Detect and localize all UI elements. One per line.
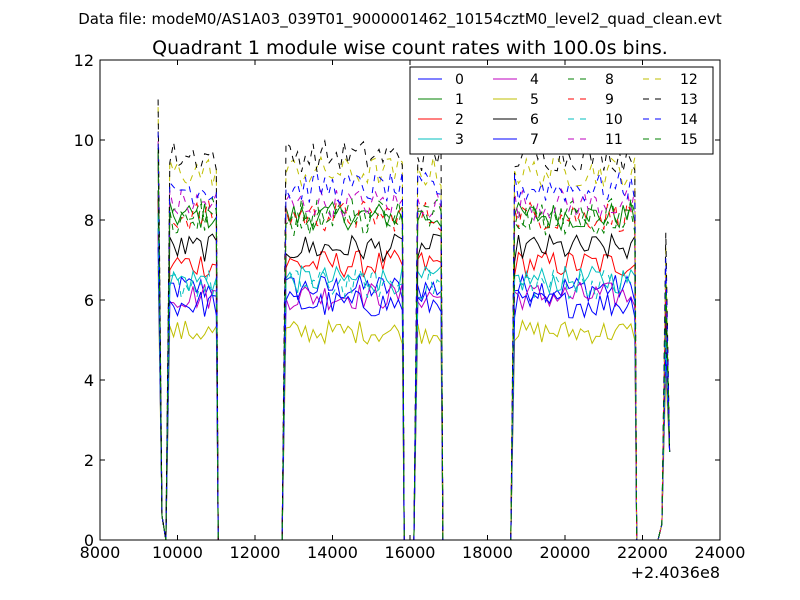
legend-label-12: 12 xyxy=(680,72,698,88)
series-line-3 xyxy=(157,213,671,540)
legend-label-14: 14 xyxy=(680,112,698,128)
plot-lines xyxy=(157,99,671,540)
x-tick-label: 12000 xyxy=(230,543,281,562)
y-tick-label: 10 xyxy=(74,131,94,150)
legend-label-10: 10 xyxy=(605,112,623,128)
chart-title: Quadrant 1 module wise count rates with … xyxy=(152,37,668,59)
series-line-5 xyxy=(157,265,671,540)
x-offset-label: +2.4036e8 xyxy=(631,563,720,582)
legend-label-5: 5 xyxy=(530,92,539,108)
y-tick-label: 4 xyxy=(84,371,94,390)
series-line-0 xyxy=(157,228,671,540)
x-tick-label: 24000 xyxy=(695,543,746,562)
series-line-13 xyxy=(157,99,671,540)
y-tick-label: 8 xyxy=(84,211,94,230)
legend-label-8: 8 xyxy=(605,72,614,88)
x-tick-label: 16000 xyxy=(385,543,436,562)
series-line-7 xyxy=(157,247,671,540)
legend-label-0: 0 xyxy=(455,72,464,88)
series-line-14 xyxy=(157,131,671,540)
x-tick-label: 20000 xyxy=(540,543,591,562)
chart-suptitle: Data file: modeM0/AS1A03_039T01_90000014… xyxy=(78,10,722,29)
series-line-11 xyxy=(157,141,671,540)
x-tick-label: 18000 xyxy=(462,543,513,562)
y-tick-label: 2 xyxy=(84,451,94,470)
legend-label-9: 9 xyxy=(605,92,614,108)
legend-box xyxy=(409,66,714,155)
legend-label-2: 2 xyxy=(455,112,464,128)
y-tick-label: 0 xyxy=(84,531,94,550)
series-line-8 xyxy=(157,147,671,540)
axis-ticks xyxy=(99,59,721,541)
x-tick-label: 8000 xyxy=(80,543,121,562)
series-line-4 xyxy=(157,233,671,540)
series-line-1 xyxy=(157,151,671,540)
x-tick-label: 14000 xyxy=(307,543,358,562)
x-tick-label: 22000 xyxy=(617,543,668,562)
y-tick-label: 6 xyxy=(84,291,94,310)
legend-label-15: 15 xyxy=(680,132,698,148)
legend-label-4: 4 xyxy=(530,72,539,88)
x-tick-label: 10000 xyxy=(152,543,203,562)
series-line-12 xyxy=(157,107,671,540)
legend-label-13: 13 xyxy=(680,92,698,108)
legend-label-3: 3 xyxy=(455,132,464,148)
series-line-2 xyxy=(157,199,671,540)
y-tick-label: 12 xyxy=(74,51,94,70)
series-line-15 xyxy=(157,153,671,540)
series-line-10 xyxy=(157,216,671,540)
legend-label-11: 11 xyxy=(605,132,623,148)
legend-label-1: 1 xyxy=(455,92,464,108)
series-line-9 xyxy=(157,155,671,540)
legend-label-6: 6 xyxy=(530,112,539,128)
axis-labels: 8000 10000 12000 14000 16000 18000 20000 22000 2… xyxy=(74,51,746,562)
series-line-6 xyxy=(157,190,671,540)
legend-label-7: 7 xyxy=(530,132,539,148)
